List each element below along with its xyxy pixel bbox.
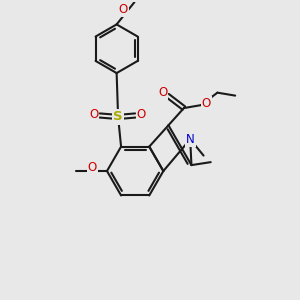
Text: O: O [118, 3, 128, 16]
Text: N: N [186, 133, 195, 146]
Text: O: O [158, 86, 167, 99]
Text: O: O [89, 107, 98, 121]
Text: O: O [88, 161, 97, 174]
Text: O: O [136, 107, 146, 121]
Text: O: O [202, 97, 211, 110]
Text: S: S [113, 110, 123, 124]
